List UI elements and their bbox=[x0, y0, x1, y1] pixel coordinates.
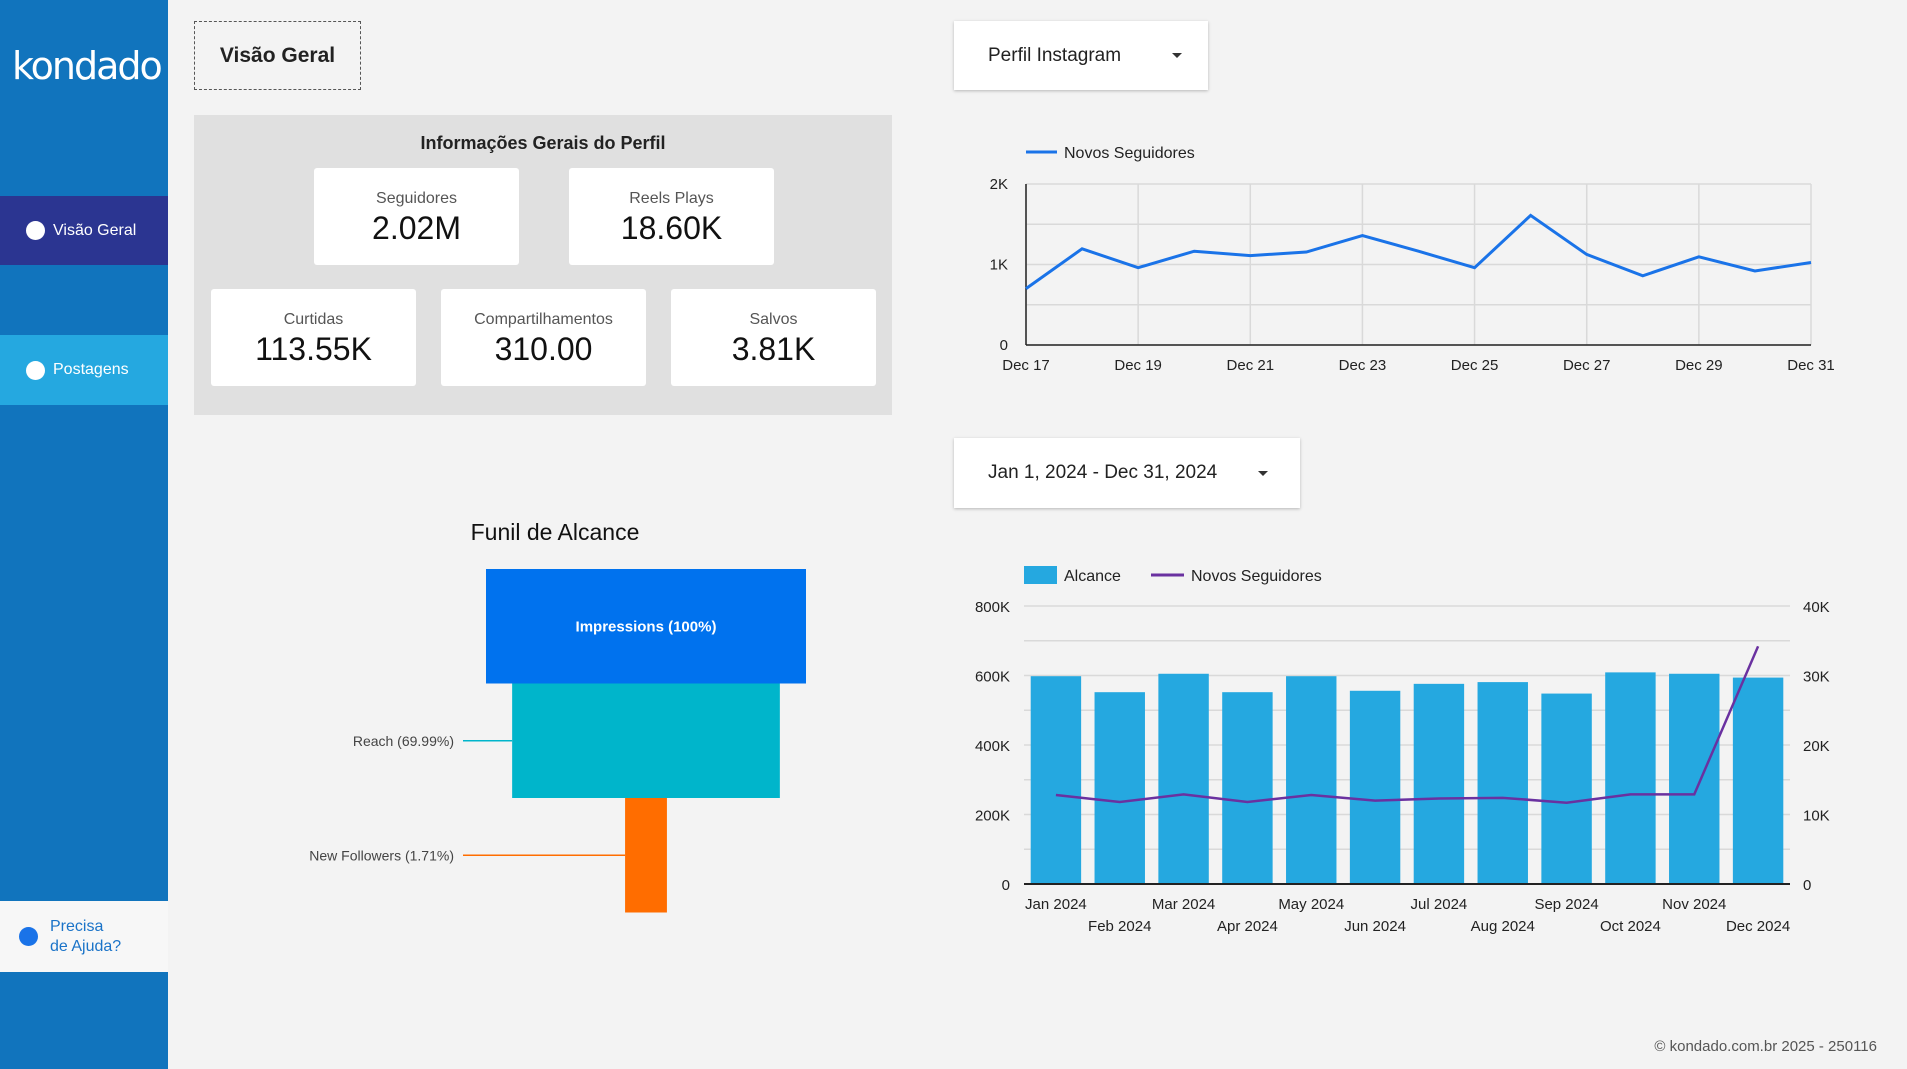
y-tick-label: 0 bbox=[1000, 337, 1008, 354]
circle-icon bbox=[26, 360, 45, 380]
x-tick-label: May 2024 bbox=[1278, 896, 1344, 913]
x-tick-label: Jan 2024 bbox=[1025, 896, 1087, 913]
sidebar-item-postagens[interactable]: Postagens bbox=[0, 335, 168, 405]
x-tick-label: Nov 2024 bbox=[1662, 896, 1726, 913]
x-tick-label: Dec 31 bbox=[1787, 357, 1835, 374]
monthly-reach-combo-chart: Alcance Novos Seguidores 0 200K 400K 600K 800K… bbox=[975, 566, 1830, 935]
x-tick-label: Dec 25 bbox=[1451, 357, 1499, 374]
date-range-picker[interactable]: Jan 1, 2024 - Dec 31, 2024 bbox=[954, 438, 1300, 508]
card-value: 3.81K bbox=[731, 331, 816, 367]
card-label: Salvos bbox=[749, 311, 798, 328]
y-left-tick-label: 800K bbox=[975, 599, 1010, 616]
y-right-tick-label: 30K bbox=[1803, 669, 1830, 686]
legend-swatch-alcance bbox=[1024, 566, 1057, 584]
x-tick-label: Dec 21 bbox=[1227, 357, 1275, 374]
bar-alcance bbox=[1286, 676, 1337, 884]
caret-down-icon bbox=[1258, 470, 1268, 476]
date-range-value: Jan 1, 2024 - Dec 31, 2024 bbox=[988, 462, 1218, 483]
card-label: Curtidas bbox=[283, 311, 344, 328]
x-tick-label: Jul 2024 bbox=[1411, 896, 1468, 913]
x-tick-label: Oct 2024 bbox=[1600, 918, 1661, 935]
y-right-tick-label: 20K bbox=[1803, 738, 1830, 755]
caret-down-icon bbox=[1172, 53, 1182, 58]
reach-funnel-chart: Funil de Alcance Impressions (100%) Reach … bbox=[309, 519, 806, 913]
x-tick-label: Dec 19 bbox=[1114, 357, 1162, 374]
x-tick-label: Aug 2024 bbox=[1471, 918, 1535, 935]
card-value: 18.60K bbox=[620, 210, 723, 246]
card-label: Seguidores bbox=[376, 190, 457, 207]
y-left-tick-label: 0 bbox=[1002, 877, 1010, 894]
bar-alcance bbox=[1158, 673, 1209, 884]
y-left-tick-label: 200K bbox=[975, 808, 1010, 825]
panel-title: Informações Gerais do Perfil bbox=[420, 133, 666, 153]
x-tick-label: Feb 2024 bbox=[1088, 918, 1151, 935]
daily-followers-line-chart: Novos Seguidores 0 1K 2K Dec 17 Dec 19 Dec 21 D… bbox=[990, 145, 1835, 374]
sidebar bbox=[0, 0, 168, 1069]
bar-alcance bbox=[1413, 683, 1465, 884]
bar-alcance bbox=[1349, 690, 1401, 884]
y-left-tick-label: 400K bbox=[975, 738, 1010, 755]
x-tick-label: Jun 2024 bbox=[1344, 918, 1406, 935]
y-right-tick-label: 0 bbox=[1803, 877, 1811, 894]
card-value: 113.55K bbox=[255, 331, 372, 367]
card-label: Compartilhamentos bbox=[474, 311, 613, 328]
bar-alcance bbox=[1030, 676, 1082, 884]
x-tick-label: Sep 2024 bbox=[1534, 896, 1598, 913]
dropdown-value: Perfil Instagram bbox=[988, 44, 1122, 66]
y-tick-label: 2K bbox=[990, 176, 1008, 193]
y-right-tick-label: 10K bbox=[1803, 808, 1830, 825]
series-line-novos-seguidores bbox=[1025, 213, 1812, 290]
x-tick-label: Dec 27 bbox=[1563, 357, 1611, 374]
profile-dropdown[interactable]: Perfil Instagram bbox=[954, 21, 1208, 90]
x-tick-label: Dec 2024 bbox=[1726, 918, 1790, 935]
funnel-title: Funil de Alcance bbox=[471, 519, 640, 545]
y-right-tick-label: 40K bbox=[1803, 599, 1830, 616]
funnel-stage-label: Impressions (100%) bbox=[576, 618, 717, 635]
y-tick-label: 1K bbox=[990, 257, 1008, 274]
x-tick-label: Mar 2024 bbox=[1152, 896, 1215, 913]
scorecard-reels-plays: Reels Plays 18.60K bbox=[569, 168, 774, 265]
legend-label: Novos Seguidores bbox=[1064, 145, 1195, 162]
help-text-line1: Precisa bbox=[50, 917, 104, 935]
x-tick-label: Dec 29 bbox=[1675, 357, 1723, 374]
sidebar-item-visao-geral[interactable]: Visão Geral bbox=[0, 196, 168, 265]
help-text-line2: de Ajuda? bbox=[50, 937, 122, 955]
bar-alcance bbox=[1605, 672, 1656, 884]
scorecard-salvos: Salvos 3.81K bbox=[671, 289, 876, 386]
x-tick-label: Dec 23 bbox=[1339, 357, 1387, 374]
x-tick-label: Apr 2024 bbox=[1217, 918, 1278, 935]
funnel-stage-label: Reach (69.99%) bbox=[353, 733, 454, 749]
bar-alcance bbox=[1477, 682, 1528, 884]
footer-copyright: © kondado.com.br 2025 - 250116 bbox=[1654, 1038, 1877, 1055]
x-tick-label: Dec 17 bbox=[1002, 357, 1050, 374]
bar-alcance bbox=[1094, 692, 1145, 884]
circle-icon bbox=[19, 927, 38, 946]
visao-geral-button[interactable]: Visão Geral bbox=[194, 21, 361, 90]
sidebar-item-label: Visão Geral bbox=[53, 221, 137, 239]
scorecard-compartilhamentos: Compartilhamentos 310.00 bbox=[441, 289, 646, 386]
bar-alcance bbox=[1732, 677, 1784, 884]
scorecard-curtidas: Curtidas 113.55K bbox=[211, 289, 416, 386]
kondado-logo[interactable]: kondado bbox=[12, 44, 163, 88]
card-value: 310.00 bbox=[494, 331, 593, 367]
bar-alcance bbox=[1541, 693, 1592, 884]
y-left-tick-label: 600K bbox=[975, 669, 1010, 686]
series-line-novos-seguidores bbox=[1055, 645, 1760, 804]
legend-label: Novos Seguidores bbox=[1191, 568, 1322, 585]
legend-label: Alcance bbox=[1064, 568, 1121, 585]
card-value: 2.02M bbox=[372, 210, 461, 246]
bar-alcance bbox=[1669, 673, 1720, 884]
funnel-stage-2 bbox=[512, 683, 780, 798]
funnel-stage-1 bbox=[486, 569, 806, 684]
circle-icon bbox=[26, 221, 45, 240]
funnel-stage-label: New Followers (1.71%) bbox=[309, 847, 454, 863]
scorecard-seguidores: Seguidores 2.02M bbox=[314, 168, 519, 265]
help-link[interactable]: Precisa de Ajuda? bbox=[0, 901, 168, 972]
funnel-stage-3 bbox=[625, 798, 667, 913]
bar-alcance bbox=[1222, 692, 1273, 884]
sidebar-item-label: Postagens bbox=[53, 361, 129, 378]
card-label: Reels Plays bbox=[629, 190, 714, 207]
